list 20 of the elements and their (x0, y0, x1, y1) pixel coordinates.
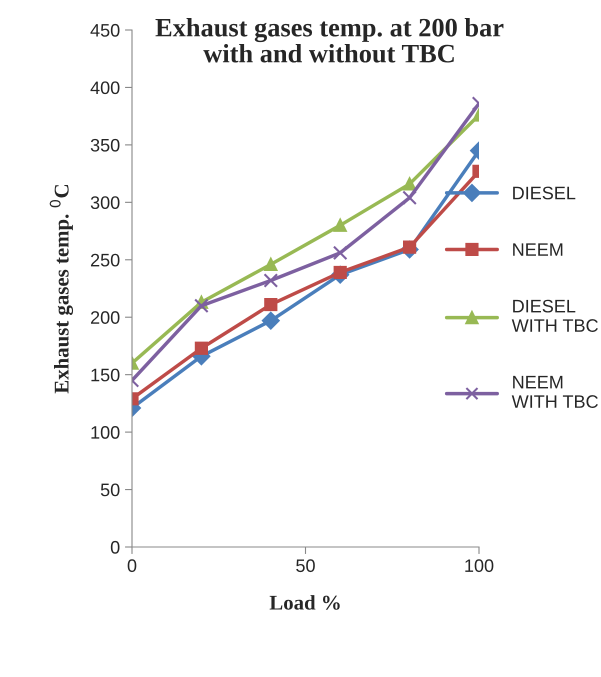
y-tick-label: 50 (100, 483, 120, 496)
y-axis-title: Exhaust gases temp. $^{0}$C (50, 185, 74, 394)
y-tick-label: 400 (90, 81, 120, 94)
y-tick-label: 100 (91, 426, 120, 439)
y-tick-label: 250 (90, 254, 120, 266)
x-axis-title: Load % (270, 595, 340, 610)
legend-label: NEEM WITH TBC (512, 376, 598, 408)
chart-title: Exhaust gases temp. at 200 bar with and without TBC (156, 18, 504, 63)
legend-label: DIESEL WITH TBC (512, 300, 598, 332)
x-tick-label: 100 (465, 559, 494, 572)
legend-label: NEEM (513, 243, 562, 256)
y-tick-label: 150 (91, 368, 120, 382)
y-tick-label: 200 (90, 311, 120, 324)
y-tick-label: 450 (90, 24, 120, 37)
y-tick-label: 350 (90, 138, 120, 152)
x-tick-label: 50 (296, 559, 315, 572)
x-tick-label: 0 (128, 559, 136, 572)
legend-label: DIESEL (513, 186, 576, 200)
y-tick-label: 300 (90, 196, 120, 210)
y-tick-label: 0 (110, 540, 120, 554)
